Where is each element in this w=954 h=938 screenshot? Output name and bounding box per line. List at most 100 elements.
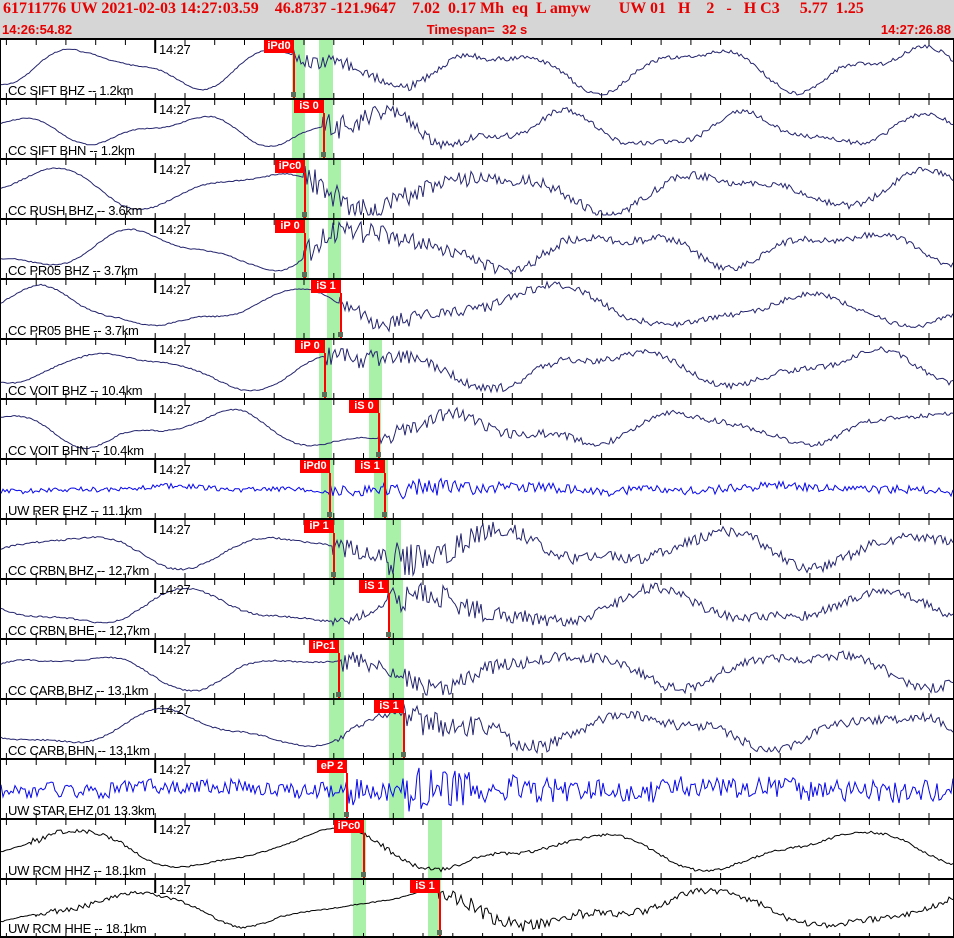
pick-handle-square[interactable]	[321, 152, 326, 157]
phase-pick-line[interactable]	[293, 53, 295, 98]
pick-uncertainty-band	[292, 100, 305, 158]
phase-pick-label[interactable]: iS 1	[311, 280, 341, 293]
pick-uncertainty-band	[389, 760, 404, 818]
pick-handle-square[interactable]	[302, 212, 307, 217]
seismogram-waveform	[1, 220, 953, 278]
phase-pick-label[interactable]: iS 0	[294, 100, 324, 113]
pick-uncertainty-band	[428, 880, 441, 936]
phase-pick-label[interactable]: iPc0	[334, 820, 364, 833]
trace-panel-1[interactable]: iPd0 14:27 CC SIFT BHZ -- 1.2km	[1, 38, 953, 98]
pick-handle-square[interactable]	[386, 632, 391, 637]
pick-handle-square[interactable]	[291, 92, 296, 97]
trace-panel-4[interactable]: iP 0 14:27 CC PR05 BHZ -- 3.7km	[1, 218, 953, 278]
minute-label: 14:27	[159, 162, 191, 177]
trace-panel-7[interactable]: iS 0 14:27 CC VOIT BHN -- 10.4km	[1, 398, 953, 458]
phase-pick-label[interactable]: iPc1	[309, 640, 339, 653]
station-label: CC CRBN BHE -- 12.7km	[8, 623, 150, 638]
phase-pick-label[interactable]: iPc0	[275, 160, 305, 173]
trace-panel-3[interactable]: iPc0 14:27 CC RUSH BHZ -- 3.6km	[1, 158, 953, 218]
trace-panel-6[interactable]: iP 0 14:27 CC VOIT BHZ -- 10.4km	[1, 338, 953, 398]
pick-handle-square[interactable]	[344, 812, 349, 817]
minute-label: 14:27	[159, 522, 191, 537]
minute-label: 14:27	[159, 822, 191, 837]
phase-pick-label[interactable]: iP 1	[304, 520, 334, 533]
phase-pick-line[interactable]	[304, 233, 306, 278]
pick-handle-square[interactable]	[331, 572, 336, 577]
trace-panel-5[interactable]: iS 1 14:27 CC PR05 BHE -- 3.7km	[1, 278, 953, 338]
phase-pick-line[interactable]	[333, 533, 335, 578]
phase-pick-label[interactable]: iS 1	[410, 880, 440, 893]
phase-pick-line[interactable]	[324, 353, 326, 398]
seismogram-waveform	[1, 40, 953, 98]
pick-uncertainty-band	[296, 280, 310, 338]
trace-panel-10[interactable]: iS 1 14:27 CC CRBN BHE -- 12.7km	[1, 578, 953, 638]
trace-panel-2[interactable]: iS 0 14:27 CC SIFT BHN -- 1.2km	[1, 98, 953, 158]
phase-pick-label[interactable]: iS 0	[349, 400, 379, 413]
phase-pick-line[interactable]	[384, 473, 386, 518]
pick-uncertainty-band	[319, 40, 333, 98]
seismogram-waveform	[1, 640, 953, 698]
pick-handle-square[interactable]	[382, 512, 387, 517]
phase-pick-label[interactable]: iS 1	[359, 580, 389, 593]
seismogram-waveform	[1, 700, 953, 758]
seismogram-waveform	[1, 340, 953, 398]
station-label: CC VOIT BHN -- 10.4km	[8, 443, 144, 458]
event-header: 61711776 UW 2021-02-03 14:27:03.59 46.87…	[0, 0, 954, 38]
station-label: UW RER EHZ -- 11.1km	[8, 503, 142, 518]
seismogram-waveform	[1, 820, 953, 878]
phase-pick-label[interactable]: iP 0	[295, 340, 325, 353]
station-label: CC VOIT BHZ -- 10.4km	[8, 383, 143, 398]
station-label: UW STAR EHZ 01 13.3km	[8, 803, 155, 818]
phase-pick-label[interactable]: iS 1	[355, 460, 385, 473]
seismogram-waveform	[1, 100, 953, 158]
minute-label: 14:27	[159, 42, 191, 57]
window-end-time: 14:27:26.88	[880, 22, 951, 37]
pick-handle-square[interactable]	[376, 452, 381, 457]
phase-pick-line[interactable]	[338, 653, 340, 698]
phase-pick-line[interactable]	[403, 713, 405, 758]
minute-label: 14:27	[159, 702, 191, 717]
waveform-plot-area[interactable]: iPd0 14:27 CC SIFT BHZ -- 1.2km iS 0 14:27 CC…	[0, 38, 954, 938]
window-start-time: 14:26:54.82	[2, 22, 73, 37]
pick-handle-square[interactable]	[302, 272, 307, 277]
phase-pick-label[interactable]: iPd0	[264, 40, 294, 53]
phase-pick-label[interactable]: iS 1	[374, 700, 404, 713]
minute-label: 14:27	[159, 282, 191, 297]
phase-pick-line[interactable]	[363, 833, 365, 878]
station-label: CC PR05 BHE -- 3.7km	[8, 323, 139, 338]
station-label: UW RCM HHZ -- 18.1km	[8, 863, 146, 878]
trace-panel-14[interactable]: iPc0 14:27 UW RCM HHZ -- 18.1km	[1, 818, 953, 878]
trace-panel-12[interactable]: iS 1 14:27 CC CARB BHN -- 13.1km	[1, 698, 953, 758]
phase-pick-line[interactable]	[340, 293, 342, 338]
trace-panel-9[interactable]: iP 1 14:27 CC CRBN BHZ -- 12.7km	[1, 518, 953, 578]
pick-handle-square[interactable]	[401, 752, 406, 757]
station-label: CC RUSH BHZ -- 3.6km	[8, 203, 143, 218]
pick-handle-square[interactable]	[361, 872, 366, 877]
pick-handle-square[interactable]	[322, 392, 327, 397]
phase-pick-line[interactable]	[304, 173, 306, 218]
phase-pick-line[interactable]	[346, 773, 348, 818]
phase-pick-line[interactable]	[329, 473, 331, 518]
trace-panel-8[interactable]: iPd0 iS 1 14:27 UW RER EHZ -- 11.1km	[1, 458, 953, 518]
trace-panel-13[interactable]: eP 2 14:27 UW STAR EHZ 01 13.3km	[1, 758, 953, 818]
pick-handle-square[interactable]	[327, 512, 332, 517]
phase-pick-label[interactable]: eP 2	[317, 760, 347, 773]
phase-pick-line[interactable]	[388, 593, 390, 638]
pick-uncertainty-band	[428, 820, 442, 878]
pick-handle-square[interactable]	[437, 930, 442, 935]
station-label: CC SIFT BHZ -- 1.2km	[8, 83, 134, 98]
phase-pick-line[interactable]	[439, 893, 441, 936]
phase-pick-label[interactable]: iPd0	[300, 460, 330, 473]
station-label: CC CARB BHN -- 13.1km	[8, 743, 150, 758]
phase-pick-line[interactable]	[378, 413, 380, 458]
phase-pick-label[interactable]: iP 0	[275, 220, 305, 233]
pick-uncertainty-band	[389, 640, 404, 698]
phase-pick-line[interactable]	[323, 113, 325, 158]
trace-panel-11[interactable]: iPc1 14:27 CC CARB BHZ -- 13.1km	[1, 638, 953, 698]
pick-handle-square[interactable]	[336, 692, 341, 697]
minute-label: 14:27	[159, 582, 191, 597]
minute-label: 14:27	[159, 462, 191, 477]
trace-panel-15[interactable]: iS 1 14:27 UW RCM HHE -- 18.1km	[1, 878, 953, 938]
pick-handle-square[interactable]	[338, 332, 343, 337]
pick-uncertainty-band	[328, 160, 341, 218]
